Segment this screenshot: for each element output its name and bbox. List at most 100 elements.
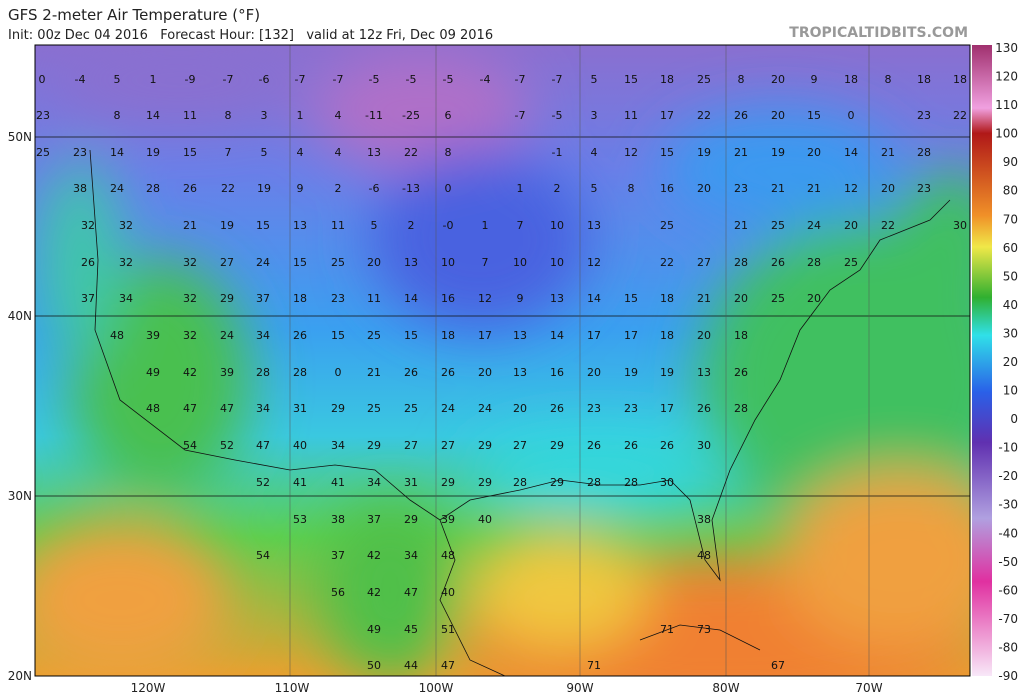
temperature-label: -7 (295, 73, 306, 86)
temperature-label: 73 (697, 623, 711, 636)
temperature-label: 51 (441, 623, 455, 636)
temperature-label: 26 (660, 439, 674, 452)
temperature-label: -7 (333, 73, 344, 86)
temperature-label: 26 (771, 256, 785, 269)
temperature-label: 4 (297, 146, 304, 159)
temperature-label: 32 (119, 219, 133, 232)
temperature-label: 2 (554, 182, 561, 195)
temperature-label: 15 (183, 146, 197, 159)
temperature-label: 37 (256, 292, 270, 305)
temperature-label: 31 (293, 402, 307, 415)
latitude-label: 30N (8, 489, 32, 503)
temperature-label: 20 (881, 182, 895, 195)
temperature-label: 18 (844, 73, 858, 86)
temperature-label: 0 (445, 182, 452, 195)
temperature-label: 5 (114, 73, 121, 86)
colorbar-label: 120 (995, 70, 1018, 84)
temperature-label: 28 (513, 476, 527, 489)
temperature-label: 7 (482, 256, 489, 269)
temperature-label: 17 (660, 402, 674, 415)
temperature-label: -5 (443, 73, 454, 86)
temperature-label: 15 (331, 329, 345, 342)
temperature-label: 28 (917, 146, 931, 159)
temperature-label: -5 (552, 109, 563, 122)
temperature-label: 39 (146, 329, 160, 342)
temperature-label: 26 (734, 366, 748, 379)
colorbar-label: 80 (1003, 184, 1018, 198)
temperature-label: 20 (771, 109, 785, 122)
temperature-label: 15 (404, 329, 418, 342)
temperature-label: 25 (771, 292, 785, 305)
temperature-label: 26 (587, 439, 601, 452)
temperature-label: 48 (110, 329, 124, 342)
temperature-label: -6 (259, 73, 270, 86)
temperature-label: 11 (331, 219, 345, 232)
temperature-label: 20 (367, 256, 381, 269)
colorbar-label: -80 (998, 640, 1018, 654)
temperature-label: 7 (517, 219, 524, 232)
temperature-label: 13 (513, 329, 527, 342)
temperature-label: 34 (367, 476, 381, 489)
temperature-label: 24 (441, 402, 455, 415)
temperature-label: 28 (146, 182, 160, 195)
temperature-label: 17 (660, 109, 674, 122)
temperature-label: -7 (515, 109, 526, 122)
temperature-label: 1 (150, 73, 157, 86)
temperature-label: 39 (220, 366, 234, 379)
colorbar-label: -30 (998, 498, 1018, 512)
temperature-label: 15 (807, 109, 821, 122)
temperature-label: 21 (771, 182, 785, 195)
temperature-label: 4 (335, 146, 342, 159)
temperature-label: 0 (335, 366, 342, 379)
temperature-label: 17 (624, 329, 638, 342)
temperature-label: 34 (404, 549, 418, 562)
temperature-label: 7 (225, 146, 232, 159)
temperature-label: 4 (591, 146, 598, 159)
temperature-label: 20 (734, 292, 748, 305)
temperature-label: 29 (220, 292, 234, 305)
temperature-label: 25 (660, 219, 674, 232)
colorbar-label: 130 (995, 41, 1018, 55)
colorbar-label: -20 (998, 469, 1018, 483)
temperature-label: 4 (335, 109, 342, 122)
colorbar-label: 60 (1003, 241, 1018, 255)
temperature-label: 0 (39, 73, 46, 86)
temperature-label: 12 (844, 182, 858, 195)
temperature-label: 39 (441, 513, 455, 526)
temperature-label: 23 (917, 109, 931, 122)
temperature-label: 71 (660, 623, 674, 636)
temperature-label: 28 (624, 476, 638, 489)
temperature-label: 8 (738, 73, 745, 86)
temperature-label: 23 (624, 402, 638, 415)
temperature-label: 20 (587, 366, 601, 379)
temperature-label: 34 (256, 402, 270, 415)
temperature-label: 40 (293, 439, 307, 452)
temperature-label: 10 (441, 256, 455, 269)
temperature-label: 1 (482, 219, 489, 232)
temperature-label: 24 (256, 256, 270, 269)
temperature-label: 21 (807, 182, 821, 195)
temperature-label: 42 (367, 549, 381, 562)
temperature-label: -25 (402, 109, 420, 122)
longitude-label: 100W (419, 681, 454, 695)
temperature-label: 50 (367, 659, 381, 672)
temperature-label: 71 (587, 659, 601, 672)
temperature-label: 29 (550, 476, 564, 489)
temperature-label: 48 (146, 402, 160, 415)
temperature-label: 13 (550, 292, 564, 305)
temperature-label: 14 (550, 329, 564, 342)
temperature-label: 5 (591, 73, 598, 86)
temperature-label: 41 (331, 476, 345, 489)
longitude-label: 90W (566, 681, 593, 695)
temperature-label: 16 (550, 366, 564, 379)
temperature-label: 25 (331, 256, 345, 269)
temperature-label: 49 (367, 623, 381, 636)
temperature-label: 20 (807, 146, 821, 159)
temperature-label: 30 (953, 219, 967, 232)
temperature-label: 23 (36, 109, 50, 122)
temperature-label: 47 (256, 439, 270, 452)
temperature-label: 38 (697, 513, 711, 526)
temperature-label: 21 (367, 366, 381, 379)
temperature-label: 29 (441, 476, 455, 489)
